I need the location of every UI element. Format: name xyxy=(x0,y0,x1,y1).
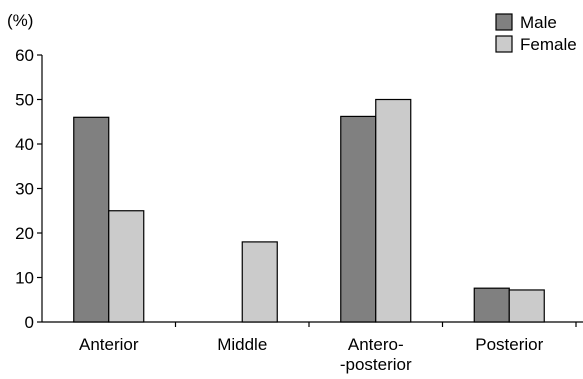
legend: Male Female xyxy=(495,13,577,54)
y-tick-label: 60 xyxy=(15,46,34,65)
y-tick-label: 10 xyxy=(15,269,34,288)
y-tick-label: 30 xyxy=(15,180,34,199)
legend-label-male: Male xyxy=(520,13,557,32)
bar-male-2 xyxy=(340,115,377,323)
x-category-label: Middle xyxy=(217,335,267,354)
legend-swatch-male xyxy=(495,13,513,31)
x-category-label: Anterior xyxy=(79,335,139,354)
y-axis-unit-label: (%) xyxy=(7,11,33,30)
bars xyxy=(73,98,545,323)
x-category-label: Posterior xyxy=(475,335,543,354)
y-tick-label: 20 xyxy=(15,224,34,243)
x-category-label: Antero- xyxy=(348,335,404,354)
y-tick-label: 0 xyxy=(25,313,34,332)
y-tick-label: 40 xyxy=(15,135,34,154)
bar-male-3 xyxy=(473,287,510,323)
bar-female-2 xyxy=(375,98,412,323)
legend-label-female: Female xyxy=(520,35,577,54)
bar-male-0 xyxy=(73,116,110,323)
y-tick-label: 50 xyxy=(15,91,34,110)
labels: 0 10 20 30 40 50 60 (%) Anterior Middle Antero--po… xyxy=(7,11,544,374)
bar-female-0 xyxy=(108,210,145,323)
bar-female-3 xyxy=(508,289,545,323)
x-category-label: -posterior xyxy=(340,355,412,374)
legend-swatch-female xyxy=(495,35,513,53)
bar-female-1 xyxy=(241,241,278,323)
